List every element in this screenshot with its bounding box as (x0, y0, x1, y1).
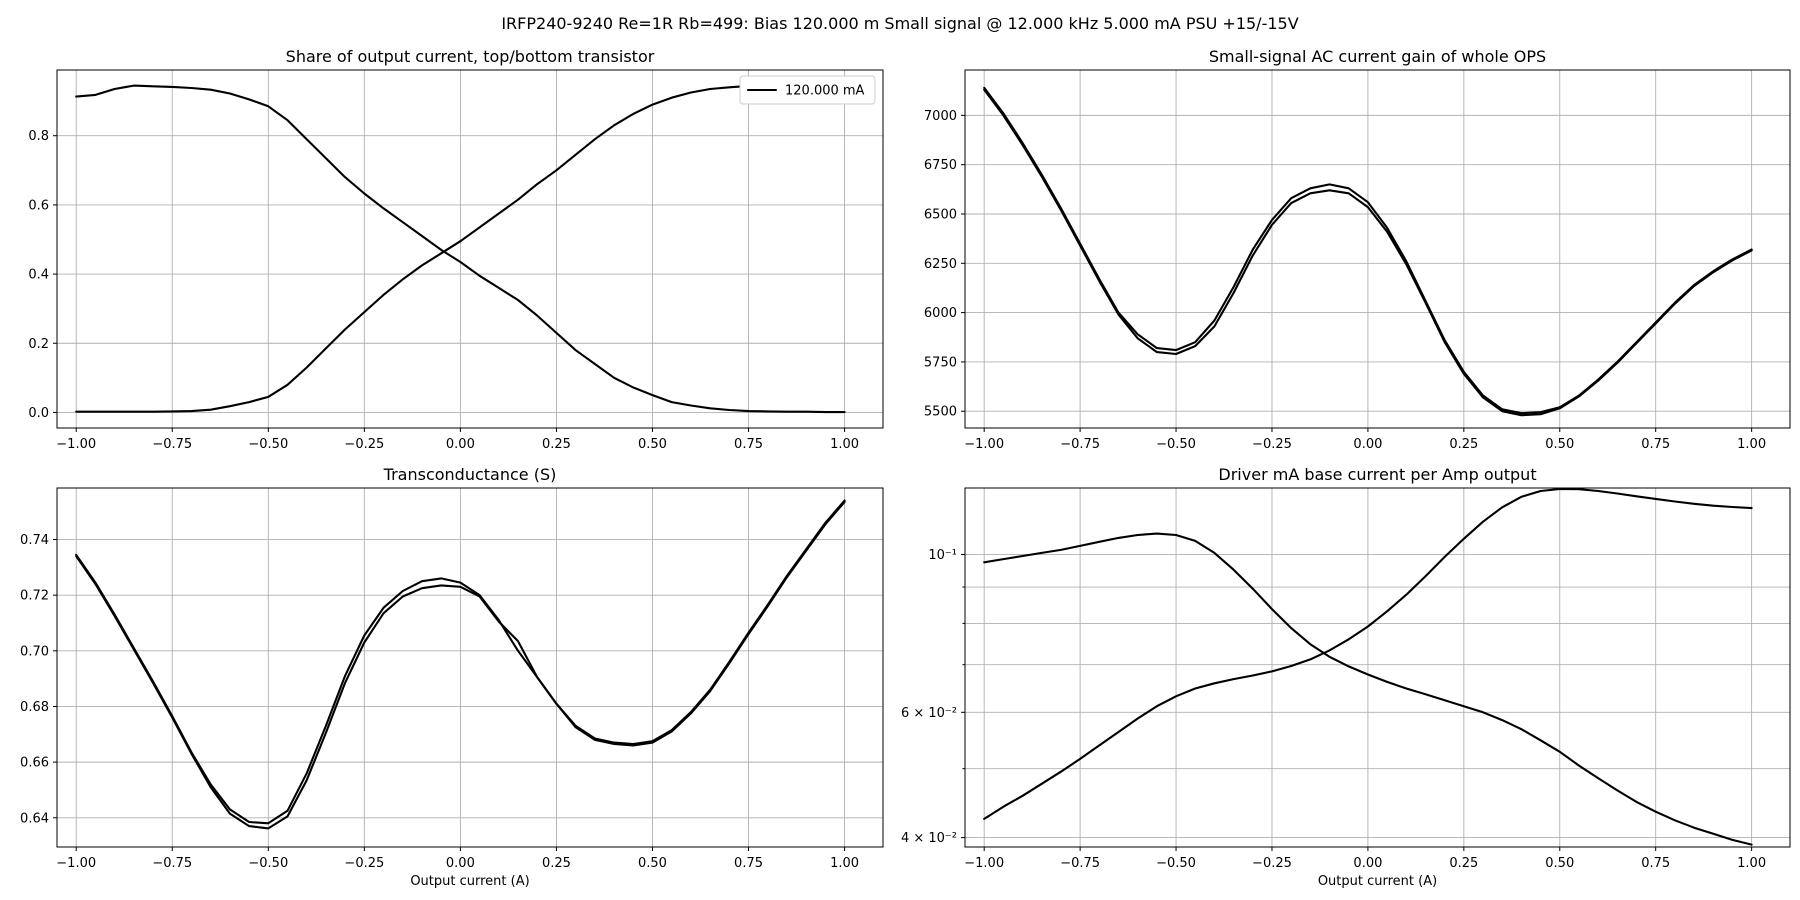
chart-title: Share of output current, top/bottom tran… (286, 47, 655, 66)
x-tick-label: −1.00 (56, 437, 96, 452)
x-tick-label: −0.25 (344, 437, 384, 452)
x-tick-label: 0.50 (1545, 437, 1574, 452)
x-axis-label: Output current (A) (410, 874, 529, 889)
y-tick-label: 0.8 (28, 129, 49, 144)
x-tick-label: −0.75 (152, 437, 192, 452)
legend-box (739, 75, 876, 105)
y-tick-label: 0.4 (28, 268, 49, 283)
y-tick-label: 6000 (924, 306, 957, 321)
x-tick-label: −1.00 (964, 437, 1004, 452)
x-tick-label: 0.50 (638, 437, 667, 452)
x-tick-label: 0.25 (542, 856, 571, 871)
x-tick-label: 1.00 (830, 437, 859, 452)
y-tick-label: 0.6 (28, 198, 49, 213)
plot-frame (56, 487, 884, 848)
y-tick-label: 0.68 (20, 700, 49, 715)
x-tick-label: −0.50 (248, 856, 288, 871)
x-tick-label: 0.00 (446, 856, 475, 871)
chart-title: Transconductance (S) (383, 465, 557, 484)
y-tick-label: 0.74 (20, 533, 49, 548)
series-line-2 (75, 500, 846, 830)
x-tick-label: −1.00 (964, 856, 1004, 871)
series-line-2 (983, 487, 1753, 820)
x-tick-label: 0.50 (1545, 856, 1574, 871)
y-tick-label: 0.2 (28, 337, 49, 352)
x-tick-label: −0.50 (1156, 437, 1196, 452)
x-tick-label: 0.75 (1641, 856, 1670, 871)
x-tick-label: 1.00 (1737, 437, 1766, 452)
x-tick-label: 1.00 (1737, 856, 1766, 871)
y-tick-label: 0.70 (20, 644, 49, 659)
x-tick-label: −1.00 (56, 856, 96, 871)
x-tick-label: 0.75 (734, 437, 763, 452)
chart-title: Driver mA base current per Amp output (1218, 465, 1536, 484)
y-tick-label: 6250 (924, 257, 957, 272)
chart-panel-gm: −1.00 −0.75 −0.50 −0.25 0.00 0.25 0.50 0.75 1.00… (20, 465, 884, 889)
x-tick-label: −0.75 (1060, 437, 1100, 452)
plot-frame (964, 69, 1791, 429)
x-tick-label: 0.00 (1353, 856, 1382, 871)
x-tick-label: −0.25 (344, 856, 384, 871)
x-tick-label: −0.50 (248, 437, 288, 452)
y-tick-label: 0.64 (20, 811, 49, 826)
x-tick-label: 0.75 (734, 856, 763, 871)
chart-panel-driver: −1.00 −0.75 −0.50 −0.25 0.00 0.25 0.50 0.75 1.00… (901, 465, 1791, 889)
x-tick-label: 0.00 (1353, 437, 1382, 452)
x-tick-label: −0.75 (152, 856, 192, 871)
x-tick-label: −0.50 (1156, 856, 1196, 871)
y-tick-label: 5750 (924, 355, 957, 370)
series-line-2 (75, 84, 846, 413)
y-tick-label: 7000 (924, 109, 957, 124)
y-tick-label: 6750 (924, 158, 957, 173)
x-tick-label: 0.00 (446, 437, 475, 452)
x-tick-label: 1.00 (830, 856, 859, 871)
x-tick-label: −0.25 (1252, 856, 1292, 871)
y-tick-label: 5500 (924, 405, 957, 420)
x-tick-label: −0.75 (1060, 856, 1100, 871)
x-tick-label: 0.50 (638, 856, 667, 871)
chart-panel-share: −1.00 −0.75 −0.50 −0.25 0.00 0.25 0.50 0.75 1.00… (28, 47, 884, 452)
chart-title: Small-signal AC current gain of whole OP… (1209, 47, 1546, 66)
plot-frame (964, 487, 1791, 848)
y-tick-label: 4 × 10⁻² (901, 831, 957, 846)
series-line-1 (983, 532, 1753, 846)
x-tick-label: 0.25 (1449, 856, 1478, 871)
y-tick-label: 0.0 (28, 406, 49, 421)
series-line-1 (75, 84, 846, 414)
plot-frame (56, 69, 884, 429)
y-tick-label: 6 × 10⁻² (901, 706, 957, 721)
legend-label: 120.000 mA (785, 84, 865, 99)
y-tick-label: 6500 (924, 207, 957, 222)
series-line-2 (983, 88, 1753, 417)
chart-panel-gain: −1.00 −0.75 −0.50 −0.25 0.00 0.25 0.50 0.75 1.00… (924, 47, 1791, 452)
figure-title: IRFP240-9240 Re=1R Rb=499: Bias 120.000 … (501, 14, 1299, 33)
y-tick-label: 0.72 (20, 589, 49, 604)
y-tick-label: 0.66 (20, 756, 49, 771)
y-tick-label: 10⁻¹ (928, 548, 957, 563)
x-tick-label: 0.25 (542, 437, 571, 452)
x-tick-label: −0.25 (1252, 437, 1292, 452)
x-tick-label: 0.75 (1641, 437, 1670, 452)
x-axis-label: Output current (A) (1318, 874, 1437, 889)
x-tick-label: 0.25 (1449, 437, 1478, 452)
legend: 120.000 mA (739, 75, 876, 105)
